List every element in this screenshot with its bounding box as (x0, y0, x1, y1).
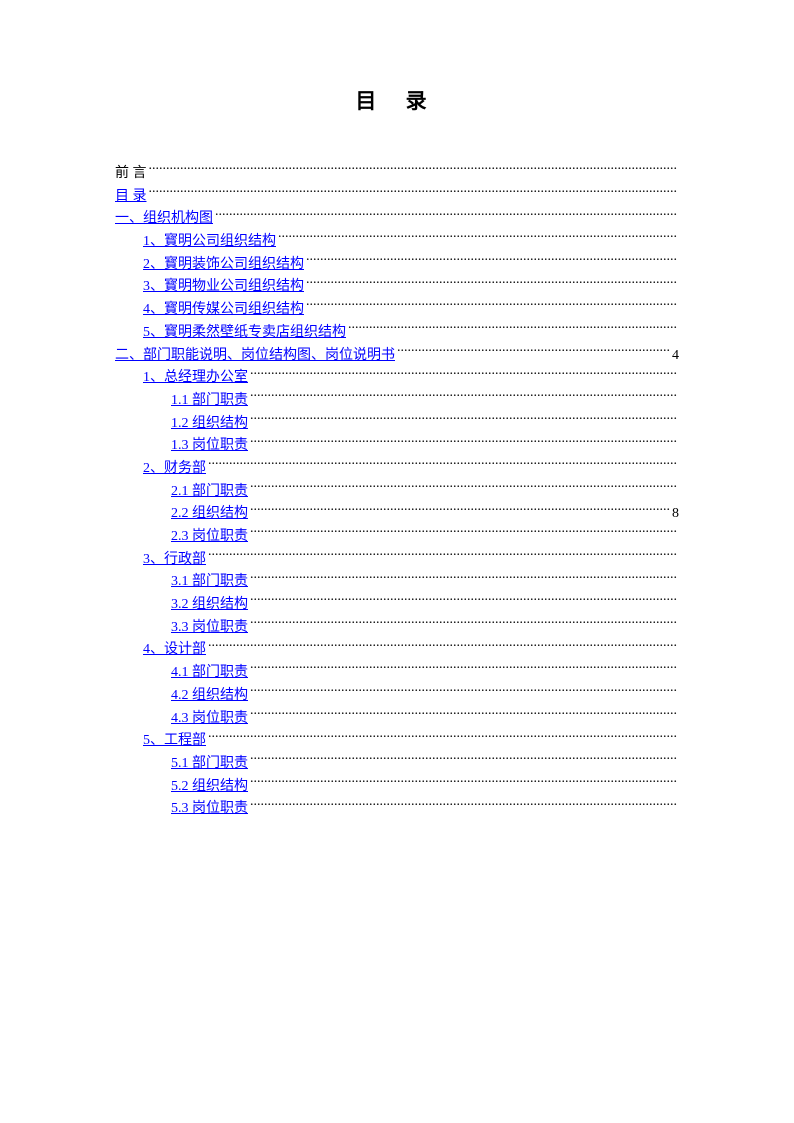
toc-entry: 5.2 组织结构 (115, 776, 679, 798)
toc-entry: 4.3 岗位职责 (115, 708, 679, 730)
toc-text: 前 言 (115, 163, 147, 185)
toc-link[interactable]: 二、部门职能说明、岗位结构图、岗位说明书 (115, 345, 395, 367)
toc-leader-dots (208, 639, 677, 653)
toc-link[interactable]: 1.2 组织结构 (171, 413, 248, 435)
toc-entry: 3.1 部门职责 (115, 571, 679, 593)
toc-entry: 3.2 组织结构 (115, 594, 679, 616)
toc-link[interactable]: 1、寳明公司组织结构 (143, 231, 276, 253)
toc-leader-dots (250, 571, 677, 585)
toc-link[interactable]: 2、财务部 (143, 458, 206, 480)
toc-entry: 3、寳明物业公司组织结构 (115, 276, 679, 298)
toc-entry: 4.1 部门职责 (115, 662, 679, 684)
toc-entry: 一、组织机构图 (115, 208, 679, 230)
toc-leader-dots (250, 481, 677, 495)
toc-leader-dots (215, 208, 677, 222)
toc-link[interactable]: 2.1 部门职责 (171, 481, 248, 503)
toc-leader-dots (250, 662, 677, 676)
toc-container: 前 言目 录一、组织机构图1、寳明公司组织结构2、寳明装饰公司组织结构3、寳明物… (115, 163, 679, 820)
toc-entry: 1.1 部门职责 (115, 390, 679, 412)
toc-link[interactable]: 1、总经理办公室 (143, 367, 248, 389)
toc-entry: 2、寳明装饰公司组织结构 (115, 254, 679, 276)
toc-entry: 目 录 (115, 186, 679, 208)
toc-leader-dots (250, 594, 677, 608)
toc-entry: 1、总经理办公室 (115, 367, 679, 389)
toc-entry: 4.2 组织结构 (115, 685, 679, 707)
toc-link[interactable]: 4.3 岗位职责 (171, 708, 248, 730)
toc-entry: 5、工程部 (115, 730, 679, 752)
toc-entry: 1.3 岗位职责 (115, 435, 679, 457)
toc-leader-dots (250, 753, 677, 767)
toc-entry: 1.2 组织结构 (115, 413, 679, 435)
page-container: 目 录 前 言目 录一、组织机构图1、寳明公司组织结构2、寳明装饰公司组织结构3… (0, 0, 794, 820)
toc-leader-dots (348, 322, 677, 336)
toc-link[interactable]: 5.1 部门职责 (171, 753, 248, 775)
toc-link[interactable]: 2、寳明装饰公司组织结构 (143, 254, 304, 276)
toc-link[interactable]: 3、行政部 (143, 549, 206, 571)
toc-entry: 3.3 岗位职责 (115, 617, 679, 639)
toc-link[interactable]: 3.2 组织结构 (171, 594, 248, 616)
toc-entry: 2.1 部门职责 (115, 481, 679, 503)
toc-link[interactable]: 5、工程部 (143, 730, 206, 752)
toc-leader-dots (306, 299, 677, 313)
toc-entry: 二、部门职能说明、岗位结构图、岗位说明书 4 (115, 345, 679, 367)
toc-leader-dots (250, 685, 677, 699)
toc-leader-dots (250, 776, 677, 790)
toc-link[interactable]: 5.2 组织结构 (171, 776, 248, 798)
toc-entry: 3、行政部 (115, 549, 679, 571)
toc-entry: 4、设计部 (115, 639, 679, 661)
toc-entry: 2.3 岗位职责 (115, 526, 679, 548)
toc-leader-dots (208, 730, 677, 744)
toc-leader-dots (149, 186, 678, 200)
toc-leader-dots (250, 798, 677, 812)
toc-link[interactable]: 2.2 组织结构 (171, 503, 248, 525)
toc-leader-dots (397, 345, 670, 359)
toc-entry: 2.2 组织结构 8 (115, 503, 679, 525)
toc-link[interactable]: 5、寳明柔然壁纸专卖店组织结构 (143, 322, 346, 344)
toc-leader-dots (250, 526, 677, 540)
toc-link[interactable]: 2.3 岗位职责 (171, 526, 248, 548)
toc-entry: 5.3 岗位职责 (115, 798, 679, 820)
toc-leader-dots (250, 390, 677, 404)
toc-link[interactable]: 3、寳明物业公司组织结构 (143, 276, 304, 298)
toc-entry: 5、寳明柔然壁纸专卖店组织结构 (115, 322, 679, 344)
toc-link[interactable]: 3.3 岗位职责 (171, 617, 248, 639)
toc-leader-dots (250, 503, 670, 517)
toc-link[interactable]: 4、设计部 (143, 639, 206, 661)
toc-leader-dots (250, 617, 677, 631)
toc-link[interactable]: 一、组织机构图 (115, 208, 213, 230)
toc-link[interactable]: 4.2 组织结构 (171, 685, 248, 707)
toc-link[interactable]: 3.1 部门职责 (171, 571, 248, 593)
page-title: 目 录 (115, 85, 679, 115)
toc-leader-dots (306, 276, 677, 290)
toc-leader-dots (278, 231, 677, 245)
toc-page-number: 8 (672, 503, 679, 525)
toc-entry: 1、寳明公司组织结构 (115, 231, 679, 253)
toc-leader-dots (208, 458, 677, 472)
toc-page-number: 4 (672, 345, 679, 367)
toc-entry: 5.1 部门职责 (115, 753, 679, 775)
toc-leader-dots (250, 367, 677, 381)
toc-leader-dots (250, 435, 677, 449)
toc-entry: 前 言 (115, 163, 679, 185)
toc-leader-dots (250, 413, 677, 427)
toc-leader-dots (306, 254, 677, 268)
toc-leader-dots (149, 163, 678, 177)
toc-link[interactable]: 5.3 岗位职责 (171, 798, 248, 820)
toc-link[interactable]: 1.3 岗位职责 (171, 435, 248, 457)
toc-leader-dots (250, 708, 677, 722)
toc-entry: 2、财务部 (115, 458, 679, 480)
toc-entry: 4、寳明传媒公司组织结构 (115, 299, 679, 321)
toc-link[interactable]: 目 录 (115, 186, 147, 208)
toc-link[interactable]: 4、寳明传媒公司组织结构 (143, 299, 304, 321)
toc-link[interactable]: 1.1 部门职责 (171, 390, 248, 412)
toc-leader-dots (208, 549, 677, 563)
toc-link[interactable]: 4.1 部门职责 (171, 662, 248, 684)
